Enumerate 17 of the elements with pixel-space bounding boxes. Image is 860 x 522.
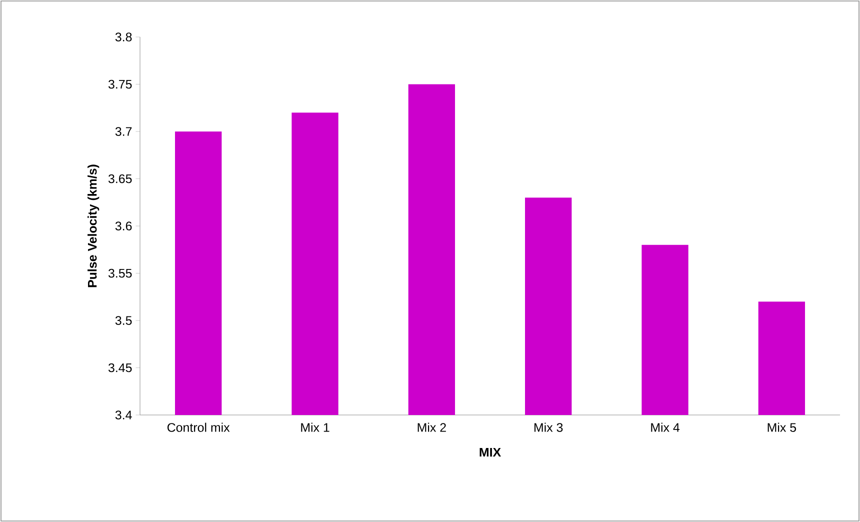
y-tick-label: 3.4	[115, 410, 132, 420]
y-tick-label: 3.55	[108, 268, 132, 278]
y-tick-label: 3.75	[108, 80, 132, 89]
x-tick-label: Control mix	[167, 422, 230, 432]
x-tick-label: Mix 4	[651, 422, 680, 432]
y-tick-label: 3.65	[108, 174, 132, 184]
y-tick-label: 3.5	[115, 316, 132, 325]
x-tick-label: Mix 5	[768, 422, 796, 432]
x-axis-title: MIX	[480, 448, 501, 457]
y-tick-label: 3.7	[115, 127, 132, 136]
x-tick-label: Mix 3	[534, 422, 563, 432]
y-tick-label: 3.8	[115, 32, 132, 42]
x-tick-label: Mix 2	[418, 422, 446, 432]
y-tick-label: 3.45	[108, 363, 132, 372]
y-tick-label: 3.6	[115, 222, 132, 230]
x-tick-label: Mix 1	[301, 422, 330, 432]
y-axis-title: Pulse Velocity (km/s)	[88, 164, 100, 288]
